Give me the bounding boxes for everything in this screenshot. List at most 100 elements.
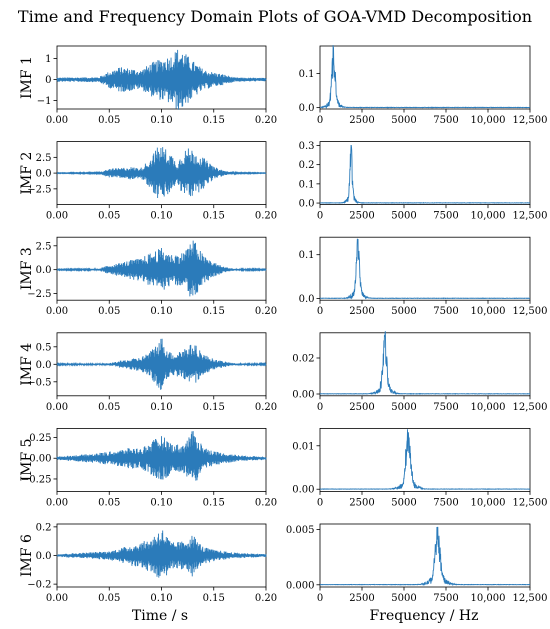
time-ytick-label: 2.5 xyxy=(36,153,52,164)
time-series-line xyxy=(56,49,267,110)
time-xtick-label: 0.20 xyxy=(255,402,277,413)
freq-ytick-label: 0.0 xyxy=(299,199,315,210)
time-ytick-label: 0.2 xyxy=(36,522,52,533)
row-2: IMF 2 0.00 0.05 0.10 0.15 0.20 −2.5 0.0 2.5 0 2500… xyxy=(19,141,548,222)
freq-xtick-label: 5000 xyxy=(391,211,416,222)
row-3: IMF 3 0.00 0.05 0.10 0.15 0.20 −2.5 0.0 2.5 0 2500… xyxy=(19,236,548,317)
freq-xtick-label: 2500 xyxy=(349,115,374,126)
time-panel: 0.00 0.05 0.10 0.15 0.20 −2.5 0.0 2.5 xyxy=(27,141,277,222)
row-label: IMF 5 xyxy=(19,438,35,481)
freq-xtick-label: 0 xyxy=(317,593,323,604)
spectrum-line xyxy=(319,526,531,587)
freq-frame xyxy=(319,332,531,397)
time-xtick-label: 0.00 xyxy=(46,402,68,413)
spectrum-line xyxy=(319,331,531,396)
freq-ytick-label: 0.00 xyxy=(292,390,314,401)
freq-frame xyxy=(319,45,531,110)
freq-xtick-label: 2500 xyxy=(349,497,374,508)
freq-panel: 0 2500 5000 7500 10,000 12,500 0.00 0.01 xyxy=(292,427,548,508)
time-series-line xyxy=(56,338,267,390)
freq-ytick-label: 0.02 xyxy=(292,354,314,365)
time-xtick-label: 0.05 xyxy=(98,115,120,126)
time-xtick-label: 0.10 xyxy=(150,593,172,604)
spectrum-line xyxy=(319,45,531,110)
time-xtick-label: 0.05 xyxy=(98,402,120,413)
freq-xtick-label: 10,000 xyxy=(471,211,506,222)
time-xtick-label: 0.15 xyxy=(203,402,225,413)
row-label: IMF 4 xyxy=(19,343,35,386)
time-xtick-label: 0.20 xyxy=(255,211,277,222)
time-xtick-label: 0.10 xyxy=(150,402,172,413)
time-xtick-label: 0.15 xyxy=(203,497,225,508)
time-ytick-label: −1 xyxy=(37,96,52,107)
time-xtick-label: 0.20 xyxy=(255,593,277,604)
freq-xtick-label: 12,500 xyxy=(513,593,548,604)
row-1: IMF 1 0.00 0.05 0.10 0.15 0.20 −1 0 1 0 2500 5000 75… xyxy=(19,45,548,126)
time-xtick-label: 0.10 xyxy=(150,306,172,317)
freq-xtick-label: 5000 xyxy=(391,593,416,604)
spectrum-line xyxy=(319,144,531,205)
freq-ytick-label: 0.2 xyxy=(299,160,315,171)
time-xtick-label: 0.05 xyxy=(98,497,120,508)
freq-ytick-label: 0.01 xyxy=(292,441,314,452)
freq-xtick-label: 5000 xyxy=(391,402,416,413)
freq-xtick-label: 12,500 xyxy=(513,402,548,413)
freq-ytick-label: 0.3 xyxy=(299,141,315,152)
freq-panel: 0 2500 5000 7500 10,000 12,500 0.000 0.005 xyxy=(286,523,548,604)
time-axis-label: Time / s xyxy=(132,608,188,624)
freq-xtick-label: 7500 xyxy=(433,115,458,126)
freq-panel: 0 2500 5000 7500 10,000 12,500 0.0 0.1 0.2 0.3 xyxy=(299,141,548,222)
time-xtick-label: 0.00 xyxy=(46,497,68,508)
row-5: IMF 50.00 0.05 0.10 0.15 0.20−0.250.000.250 2… xyxy=(19,427,548,508)
freq-xtick-label: 2500 xyxy=(349,402,374,413)
freq-xtick-label: 5000 xyxy=(391,115,416,126)
time-series-line xyxy=(56,240,267,297)
freq-frame xyxy=(319,523,531,588)
row-label: IMF 2 xyxy=(19,152,35,195)
freq-xtick-label: 0 xyxy=(317,211,323,222)
freq-xtick-label: 10,000 xyxy=(471,115,506,126)
time-ytick-label: 0.5 xyxy=(36,342,52,353)
freq-xtick-label: 0 xyxy=(317,115,323,126)
freq-xtick-label: 10,000 xyxy=(471,402,506,413)
time-xtick-label: 0.15 xyxy=(203,211,225,222)
time-xtick-label: 0.00 xyxy=(46,306,68,317)
row-label: IMF 6 xyxy=(19,534,35,577)
freq-xtick-label: 10,000 xyxy=(471,306,506,317)
time-xtick-label: 0.15 xyxy=(203,306,225,317)
time-panel: 0.00 0.05 0.10 0.15 0.20 −1 0 1 xyxy=(37,45,277,126)
spectrum-line xyxy=(319,238,531,300)
time-xtick-label: 0.20 xyxy=(255,306,277,317)
freq-panel: 0 2500 5000 7500 10,000 12,500 0.0 0.1 xyxy=(299,45,548,126)
time-xtick-label: 0.15 xyxy=(203,593,225,604)
freq-xtick-label: 12,500 xyxy=(513,306,548,317)
freq-xtick-label: 7500 xyxy=(433,497,458,508)
spectrum-line xyxy=(319,429,531,491)
time-xtick-label: 0.00 xyxy=(46,211,68,222)
time-ytick-label: −0.25 xyxy=(21,474,52,485)
time-xtick-label: 0.05 xyxy=(98,211,120,222)
freq-ytick-label: 0.1 xyxy=(299,69,315,80)
freq-ytick-label: 0.1 xyxy=(299,250,315,261)
time-panel: 0.00 0.05 0.10 0.15 0.20 −0.5 0.0 0.5 xyxy=(27,332,277,413)
freq-xtick-label: 7500 xyxy=(433,211,458,222)
freq-ytick-label: 0.0 xyxy=(299,294,315,305)
time-ytick-label: 0.00 xyxy=(29,454,51,465)
freq-xtick-label: 12,500 xyxy=(513,115,548,126)
freq-frame xyxy=(319,236,531,301)
freq-xtick-label: 2500 xyxy=(349,593,374,604)
frequency-axis-label: Frequency / Hz xyxy=(370,608,479,624)
time-xtick-label: 0.10 xyxy=(150,497,172,508)
time-ytick-label: 0.0 xyxy=(36,551,52,562)
freq-xtick-label: 0 xyxy=(317,306,323,317)
freq-panel: 0 2500 5000 7500 10,000 12,500 0.0 0.1 xyxy=(299,236,548,317)
time-xtick-label: 0.00 xyxy=(46,593,68,604)
freq-ytick-label: 0.005 xyxy=(286,525,315,536)
freq-xtick-label: 10,000 xyxy=(471,593,506,604)
freq-xtick-label: 10,000 xyxy=(471,497,506,508)
row-6: IMF 60.00 0.05 0.10 0.15 0.20−0.20.00.20 2500… xyxy=(19,522,548,604)
time-ytick-label: 0.0 xyxy=(36,169,52,180)
freq-xtick-label: 5000 xyxy=(391,497,416,508)
freq-ytick-label: 0.00 xyxy=(292,485,314,496)
